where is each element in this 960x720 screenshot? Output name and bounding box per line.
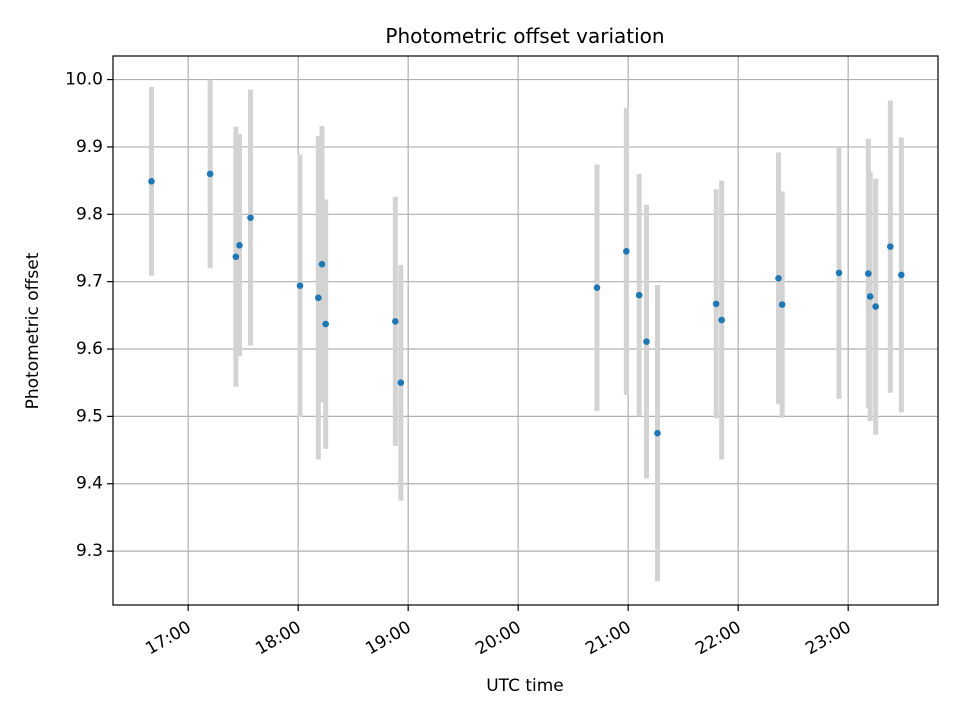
y-axis-ticks: 9.3 9.4 9.5 9.6 9.7 9.8 9.9 10.0 <box>65 70 113 561</box>
x-axis-label: UTC time <box>486 676 564 696</box>
data-point <box>654 429 661 437</box>
data-point <box>318 260 326 268</box>
y-tick-label: 10.0 <box>65 70 103 90</box>
y-tick-label: 9.5 <box>76 406 103 426</box>
y-axis-label: Photometric offset <box>23 252 43 409</box>
data-point <box>322 320 329 328</box>
data-point <box>872 303 879 310</box>
data-point <box>397 379 405 387</box>
data-point <box>232 253 240 261</box>
data-point <box>392 318 399 325</box>
data-point <box>835 269 843 277</box>
data-point <box>718 316 725 324</box>
data-point <box>296 282 304 290</box>
data-point <box>315 294 322 302</box>
plot-area-frame <box>112 55 939 606</box>
chart-title: Photometric offset variation <box>385 24 664 48</box>
y-tick-label: 9.4 <box>76 474 103 494</box>
data-point <box>635 291 643 299</box>
data-point <box>865 270 872 277</box>
data-point <box>712 300 720 308</box>
y-tick-label: 9.3 <box>76 541 103 561</box>
y-tick-label: 9.6 <box>76 339 103 359</box>
data-point <box>236 241 243 249</box>
data-point <box>866 293 874 300</box>
data-point <box>593 284 601 292</box>
data-point <box>643 338 650 345</box>
y-tick-label: 9.9 <box>76 137 103 157</box>
data-point <box>778 301 786 308</box>
data-point <box>623 248 630 255</box>
data-point <box>206 170 214 178</box>
data-point <box>898 271 905 279</box>
y-tick-label: 9.8 <box>76 204 103 224</box>
data-point <box>247 214 254 221</box>
data-points <box>148 170 905 437</box>
data-point <box>148 177 155 185</box>
data-point <box>887 243 894 250</box>
data-point <box>775 274 782 282</box>
y-tick-label: 9.7 <box>76 272 103 292</box>
